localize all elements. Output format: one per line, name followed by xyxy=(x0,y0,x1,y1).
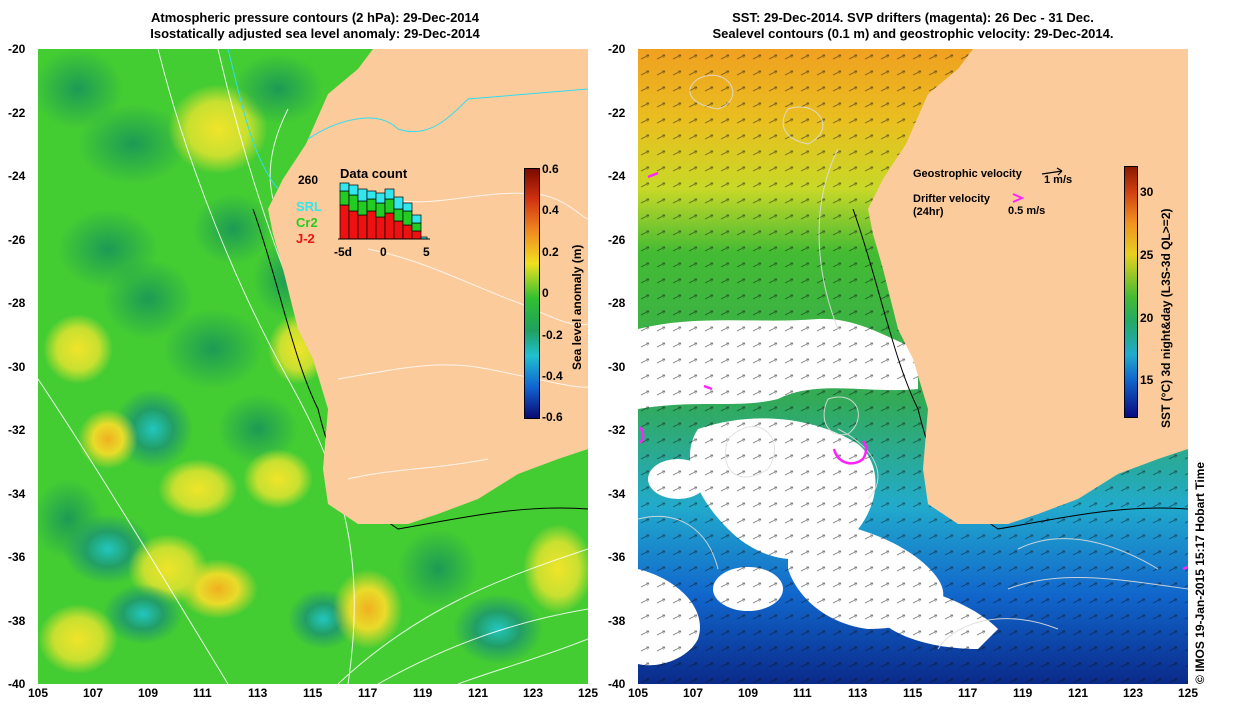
data-count-tick-5: 5 xyxy=(423,245,430,259)
sst-colorbar-label: SST (°C) 3d night&day (L3S-3d QL>=2) xyxy=(1159,208,1173,429)
right-lon-tick: 111 xyxy=(793,686,812,700)
left-title-line2: Isostatically adjusted sea level anomaly… xyxy=(150,26,480,41)
left-lat-tick: -22 xyxy=(8,105,26,120)
left-lat-tick: -26 xyxy=(8,232,26,247)
sla-colorbar-label: Sea level anomaly (m) xyxy=(570,244,584,370)
drifter-velocity-arrow xyxy=(1012,193,1025,203)
right-lon-tick: 123 xyxy=(1123,686,1144,700)
pressure-contours xyxy=(38,49,588,684)
drifter-velocity-scale: 0.5 m/s xyxy=(1008,205,1046,217)
left-lon-tick: 123 xyxy=(523,686,544,700)
left-lat-tick: -40 xyxy=(8,677,26,691)
right-title-line1: SST: 29-Dec-2014. SVP drifters (magenta)… xyxy=(732,10,1094,25)
sla-tick-5: -0.4 xyxy=(542,369,563,383)
sla-colorbar xyxy=(524,168,540,419)
data-count-max: 260 xyxy=(298,173,319,187)
left-lon-tick: 109 xyxy=(138,686,159,700)
right-lat-tick: -36 xyxy=(608,550,626,564)
right-lat-tick: -20 xyxy=(608,42,626,56)
right-lat-tick: -30 xyxy=(608,359,626,374)
sst-tick-20: 20 xyxy=(1140,311,1154,325)
legend-j2: J-2 xyxy=(296,231,315,246)
left-lat-tick: -24 xyxy=(8,169,26,183)
sst-colorbar xyxy=(1124,166,1138,418)
australia-land-sst xyxy=(868,49,1188,524)
sla-tick-3: 0 xyxy=(542,286,549,300)
legend-srl: SRL xyxy=(296,199,322,214)
sla-tick-1: 0.4 xyxy=(542,203,559,217)
imos-credit: © IMOS 19-Jan-2015 15:17 Hobart Time xyxy=(1193,461,1207,684)
geo-velocity-arrow xyxy=(1041,167,1063,176)
right-lat-tick: -34 xyxy=(608,486,626,501)
left-lat-tick: -34 xyxy=(8,486,26,501)
sla-tick-4: -0.2 xyxy=(542,328,563,342)
right-lon-tick: 119 xyxy=(1013,686,1033,700)
drifter-velocity-period: (24hr) xyxy=(913,206,944,218)
sla-tick-6: -0.6 xyxy=(542,410,563,424)
left-lat-tick: -32 xyxy=(8,423,26,437)
left-lat-tick: -20 xyxy=(8,42,26,56)
left-lat-tick: -38 xyxy=(8,613,26,628)
left-lon-tick: 113 xyxy=(248,686,268,700)
left-title-line1: Atmospheric pressure contours (2 hPa): 2… xyxy=(151,10,479,25)
sst-map xyxy=(638,49,1188,684)
right-lat-tick: -22 xyxy=(608,105,626,120)
left-lon-tick: 105 xyxy=(28,686,49,700)
left-lon-tick: 115 xyxy=(303,686,323,700)
sst-tick-30: 30 xyxy=(1140,185,1154,199)
right-lon-tick: 105 xyxy=(628,686,649,700)
australia-land xyxy=(268,49,588,524)
left-lat-tick: -28 xyxy=(8,296,26,310)
right-lon-tick: 115 xyxy=(903,686,923,700)
right-lat-tick: -40 xyxy=(608,677,626,691)
sla-tick-0: 0.6 xyxy=(542,162,559,176)
right-lon-tick: 125 xyxy=(1178,686,1199,700)
right-lat-tick: -24 xyxy=(608,169,626,183)
left-lon-tick: 125 xyxy=(578,686,599,700)
sst-tick-15: 15 xyxy=(1140,373,1154,387)
data-count-tick-0: 0 xyxy=(380,245,387,259)
drifter-velocity-label: Drifter velocity xyxy=(913,193,991,205)
data-count-title: Data count xyxy=(340,166,408,181)
right-lat-tick: -28 xyxy=(608,296,626,310)
left-lon-tick: 107 xyxy=(83,686,104,700)
right-lat-tick: -38 xyxy=(608,613,626,628)
left-lon-tick: 111 xyxy=(193,686,212,700)
left-lat-tick: -30 xyxy=(8,359,26,374)
sealevel-contours xyxy=(638,74,1188,650)
sea-level-anomaly-map xyxy=(38,49,588,684)
right-lon-tick: 113 xyxy=(848,686,868,700)
geo-velocity-scale: 1 m/s xyxy=(1044,174,1073,186)
left-lon-tick: 119 xyxy=(413,686,433,700)
right-lat-tick: -26 xyxy=(608,232,626,247)
legend-cr2: Cr2 xyxy=(296,215,318,230)
left-lon-tick: 117 xyxy=(358,686,378,700)
drifter-tracks xyxy=(638,171,1188,571)
data-count-chart xyxy=(338,182,430,240)
sst-tick-25: 25 xyxy=(1140,248,1154,262)
data-count-tick-neg5: -5d xyxy=(334,245,352,259)
right-lon-tick: 121 xyxy=(1068,686,1089,700)
right-lon-tick: 109 xyxy=(738,686,759,700)
geo-velocity-label: Geostrophic velocity xyxy=(913,168,1022,180)
sla-tick-2: 0.2 xyxy=(542,245,559,259)
sla-pattern xyxy=(38,49,588,674)
right-title-line2: Sealevel contours (0.1 m) and geostrophi… xyxy=(712,26,1114,41)
right-lon-tick: 117 xyxy=(958,686,978,700)
right-lat-tick: -32 xyxy=(608,423,626,437)
right-lon-tick: 107 xyxy=(683,686,704,700)
left-lon-tick: 121 xyxy=(468,686,489,700)
left-lat-tick: -36 xyxy=(8,550,26,564)
